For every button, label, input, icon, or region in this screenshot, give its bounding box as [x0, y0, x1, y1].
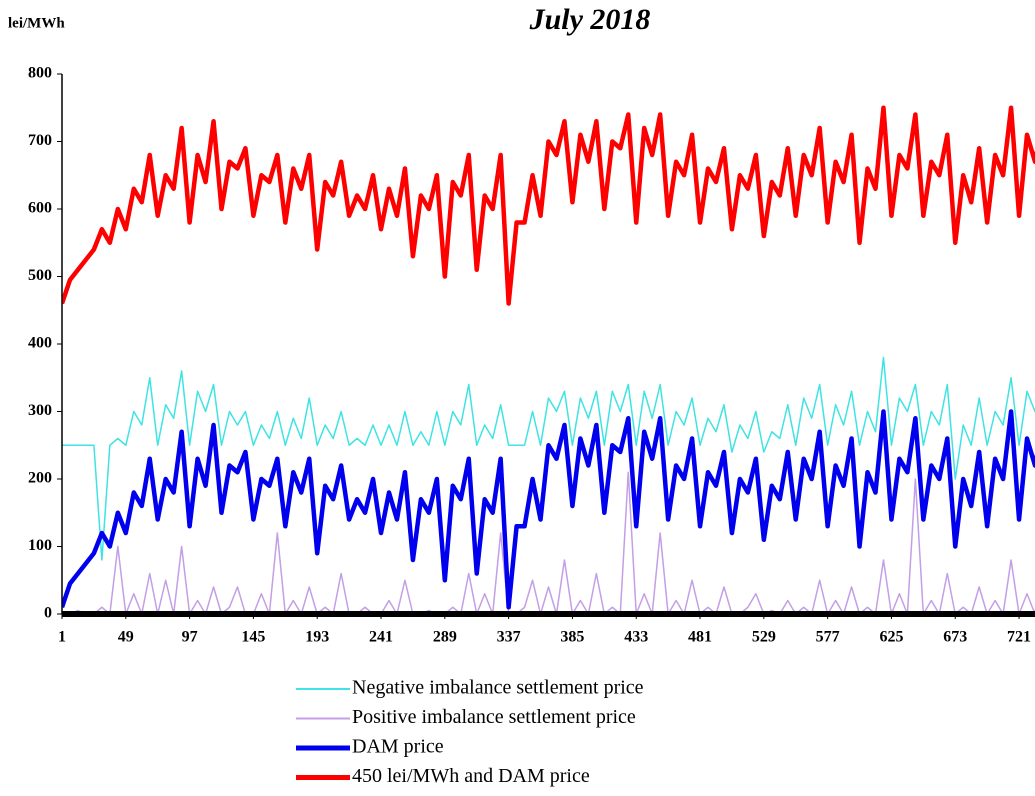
x-tick-label: 337: [497, 629, 521, 646]
x-tick-label: 145: [241, 629, 265, 646]
series-line: [62, 409, 1035, 610]
legend-label: 450 lei/MWh and DAM price: [352, 765, 590, 787]
x-tick-label: 481: [688, 629, 712, 646]
plot-area: [62, 105, 1035, 615]
legend-label: DAM price: [352, 736, 444, 758]
y-tick-label: 700: [28, 132, 52, 149]
x-tick-label: 673: [943, 629, 967, 646]
x-tick-label: 385: [560, 629, 584, 646]
legend-label: Positive imbalance settlement price: [352, 706, 636, 728]
y-tick-label: 500: [28, 267, 52, 284]
y-tick-label: 0: [44, 605, 52, 622]
y-tick-label: 400: [28, 335, 52, 352]
y-tick-label: 200: [28, 470, 52, 487]
x-tick-label: 625: [879, 629, 903, 646]
x-tick-label: 289: [433, 629, 457, 646]
legend-label: Negative imbalance settlement price: [352, 677, 644, 699]
series-line: [62, 356, 1035, 561]
x-tick-label: 97: [182, 629, 198, 646]
series-line: [62, 471, 1035, 615]
x-tick-label: 193: [305, 629, 329, 646]
y-tick-label: 300: [28, 402, 52, 419]
x-tick-label: 721: [1007, 629, 1031, 646]
x-tick-label: 433: [624, 629, 648, 646]
y-tick-label: 800: [28, 65, 52, 82]
x-tick-label: 241: [369, 629, 393, 646]
y-tick-label: 600: [28, 200, 52, 217]
x-tick-label: 49: [118, 629, 134, 646]
x-tick-label: 577: [816, 629, 840, 646]
chart-title: July 2018: [529, 3, 651, 36]
y-axis-label: lei/MWh: [8, 15, 65, 31]
y-tick-label: 100: [28, 537, 52, 554]
x-tick-label: 529: [752, 629, 776, 646]
x-tick-label: 1: [58, 629, 66, 646]
series-line: [62, 105, 1035, 306]
